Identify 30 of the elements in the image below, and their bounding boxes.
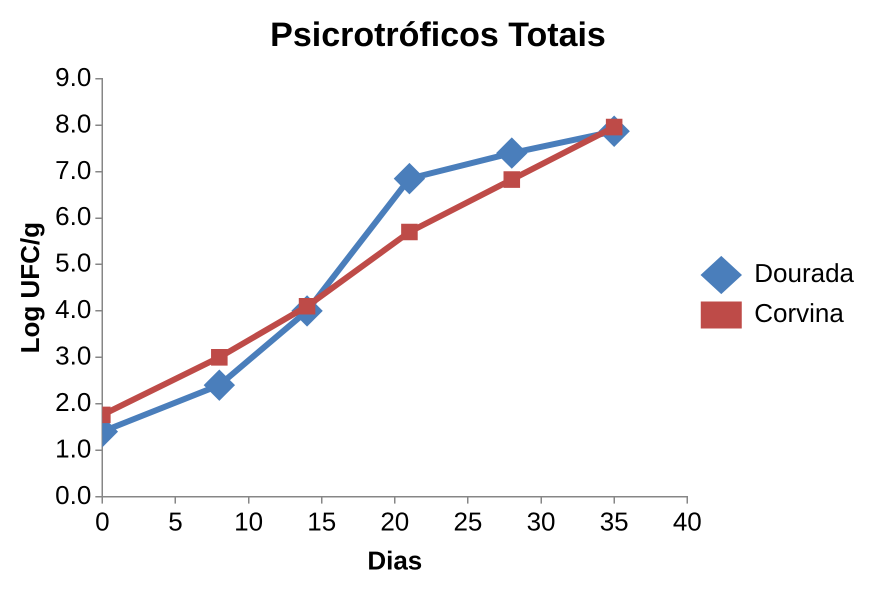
legend-label: Corvina xyxy=(754,298,844,328)
chart-title: Psicrotróficos Totais xyxy=(270,16,606,54)
x-tick-label: 40 xyxy=(672,506,702,536)
point xyxy=(496,138,528,169)
point xyxy=(401,224,418,240)
x-tick-label: 35 xyxy=(600,506,629,536)
y-tick-label: 1.0 xyxy=(55,433,92,464)
y-tick-label: 8.0 xyxy=(55,108,92,138)
x-tick-label: 20 xyxy=(380,506,410,536)
x-tick-label: 10 xyxy=(234,506,264,536)
x-tick-label: 0 xyxy=(95,506,110,536)
y-tick-label: 3.0 xyxy=(55,340,92,371)
x-tick-label: 25 xyxy=(453,506,482,536)
x-axis-title: Dias xyxy=(367,546,422,576)
point xyxy=(211,349,228,366)
y-axis-title: Log UFC/g xyxy=(14,222,45,354)
y-tick-label: 4.0 xyxy=(55,294,92,324)
y-tick-label: 0.0 xyxy=(55,480,92,510)
y-tick-label: 9.0 xyxy=(55,62,92,92)
y-tick-label: 7.0 xyxy=(55,154,92,185)
legend-label: Dourada xyxy=(754,258,855,288)
point xyxy=(394,163,425,194)
x-tick-label: 30 xyxy=(526,506,556,536)
y-tick-label: 5.0 xyxy=(55,248,92,278)
x-tick-label: 5 xyxy=(168,506,183,536)
y-tick-label: 6.0 xyxy=(55,201,92,232)
point xyxy=(204,370,235,401)
y-tick-label: 2.0 xyxy=(55,386,92,417)
x-tick-label: 15 xyxy=(307,506,336,536)
point xyxy=(504,171,520,188)
